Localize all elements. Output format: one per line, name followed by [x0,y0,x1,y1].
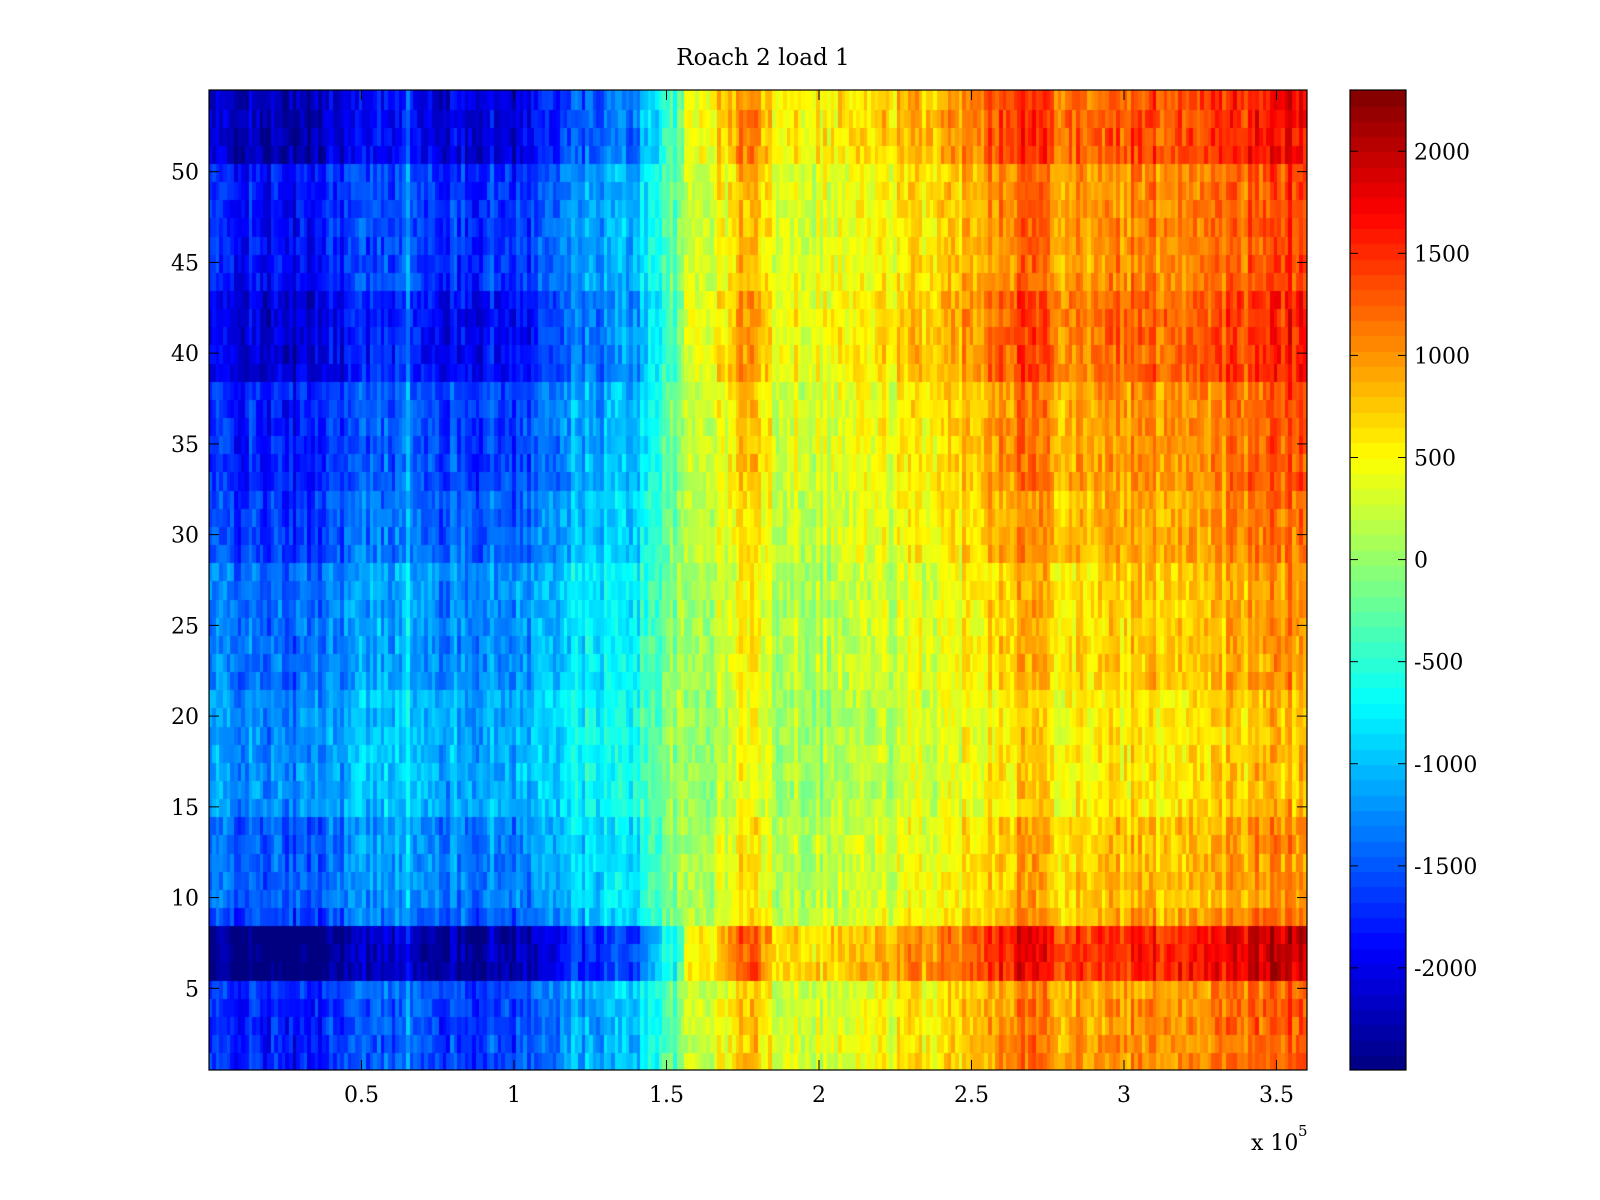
heatmap-image [209,90,1307,1070]
x-tick-label: 1.5 [649,1083,684,1108]
y-axis: 5 10 15 20 25 30 35 40 45 50 [171,161,1307,1002]
x-multiplier: x 10 5 [1251,1122,1308,1156]
colorbar-tick-label: 1000 [1414,344,1470,369]
colorbar-frame [1349,89,1407,1071]
colorbar-tick-label: 500 [1414,447,1456,472]
y-tick-label: 15 [171,796,199,821]
x-tick-label: 3 [1117,1083,1131,1108]
colorbar-tick-label: -2000 [1414,957,1477,982]
y-tick-label: 10 [171,887,199,912]
heatmap-plot-area [208,89,1308,1071]
y-tick-label: 30 [171,524,199,549]
colorbar: 2000 1500 1000 500 0 -500 -1000 -1500 -2000 [1349,89,1477,1071]
colorbar-gradient [1350,90,1406,1070]
x-tick-label: 3.5 [1259,1083,1294,1108]
x-multiplier-exponent: 5 [1298,1122,1308,1140]
colorbar-tick-label: 0 [1414,549,1428,574]
y-tick-label: 20 [171,705,199,730]
colorbar-tick-label: 2000 [1414,140,1470,165]
y-tick-label: 40 [171,342,199,367]
x-tick-label: 2 [812,1083,826,1108]
colorbar-ticks: 2000 1500 1000 500 0 -500 -1000 -1500 -2000 [1350,140,1477,982]
y-tick-label: 45 [171,251,199,276]
y-tick-label: 5 [185,977,199,1002]
x-tick-label: 0.5 [344,1083,379,1108]
y-tick-label: 35 [171,433,199,458]
colorbar-tick-label: 1500 [1414,242,1470,267]
x-tick-label: 1 [507,1083,521,1108]
colorbar-tick-label: -500 [1414,651,1463,676]
chart-title: Roach 2 load 1 [676,45,849,71]
colorbar-tick-label: -1000 [1414,753,1477,778]
colorbar-tick-label: -1500 [1414,855,1477,880]
y-tick-label: 50 [171,161,199,186]
x-multiplier-label: x 10 [1251,1131,1298,1156]
x-tick-label: 2.5 [954,1083,989,1108]
plot-frame [208,89,1308,1071]
x-axis: 0.5 1 1.5 2 2.5 3 3.5 [344,90,1294,1108]
y-tick-label: 25 [171,614,199,639]
